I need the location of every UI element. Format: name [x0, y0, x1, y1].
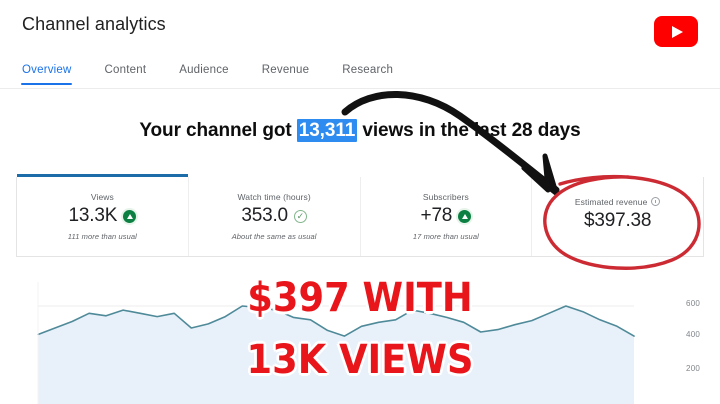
chart-line — [37, 305, 635, 337]
y-tick-600: 600 — [686, 299, 700, 308]
tab-research[interactable]: Research — [342, 64, 410, 85]
watch-time-label: Watch time (hours) — [237, 192, 311, 202]
clock-pending-icon — [651, 197, 661, 206]
metric-card-estimated-revenue[interactable]: Estimated revenue $397.38 — [532, 177, 703, 256]
estimated-revenue-label-text: Estimated revenue — [574, 196, 648, 207]
y-tick-200: 200 — [686, 364, 700, 373]
estimated-revenue-value-row: $397.38 — [584, 210, 651, 232]
arrow-up-icon — [458, 209, 472, 223]
check-circle-icon: ✓ — [293, 209, 307, 223]
tab-content-label: Content — [104, 64, 147, 76]
tab-revenue-label: Revenue — [261, 64, 310, 76]
analytics-tabs: Overview Content Audience Revenue Resear… — [21, 64, 426, 85]
headline: Your channel got 13,311 views in the las… — [0, 119, 720, 142]
annotation-arrow — [341, 91, 560, 194]
estimated-revenue-label: Estimated revenue — [575, 197, 661, 207]
page-title: Channel analytics — [22, 14, 166, 34]
play-triangle-icon — [672, 25, 683, 38]
chart-area-fill — [38, 306, 634, 404]
headline-prefix: Your channel got — [139, 120, 297, 141]
metric-card-views[interactable]: Views 13.3K 111 more than usual — [17, 174, 189, 256]
tab-content[interactable]: Content — [105, 64, 164, 85]
views-label: Views — [90, 192, 114, 202]
overlay-headline-line2: 13K VIEWS — [246, 337, 474, 383]
estimated-revenue-value: $397.38 — [583, 209, 652, 231]
overlay-headline-line1: $397 WITH — [247, 275, 474, 321]
watch-time-value-row: 353.0 ✓ — [241, 205, 307, 227]
subscribers-subtext: 17 more than usual — [412, 232, 479, 241]
watch-time-value: 353.0 — [241, 205, 288, 226]
tab-research-label: Research — [342, 64, 394, 76]
tabs-divider — [0, 88, 720, 89]
metric-card-watch-time[interactable]: Watch time (hours) 353.0 ✓ About the sam… — [188, 177, 361, 256]
headline-suffix: views in the last 28 days — [357, 120, 581, 141]
tab-revenue[interactable]: Revenue — [262, 64, 326, 85]
subscribers-label: Subscribers — [422, 192, 469, 202]
metric-cards: Views 13.3K 111 more than usual Watch ti… — [16, 174, 704, 257]
youtube-logo-icon — [654, 16, 698, 47]
metric-card-subscribers[interactable]: Subscribers +78 17 more than usual — [360, 177, 533, 256]
watch-time-subtext: About the same as usual — [231, 232, 317, 241]
views-chart[interactable]: 600 400 200 — [16, 274, 704, 404]
tab-overview[interactable]: Overview — [21, 64, 89, 85]
views-value-row: 13.3K — [69, 205, 137, 227]
subscribers-value-row: +78 — [421, 205, 472, 227]
tab-audience[interactable]: Audience — [179, 64, 246, 85]
tab-audience-label: Audience — [179, 64, 229, 76]
headline-views-highlight[interactable]: 13,311 — [296, 119, 358, 142]
tab-overview-label: Overview — [22, 64, 72, 76]
arrow-up-icon — [123, 209, 137, 223]
views-value: 13.3K — [68, 205, 118, 226]
views-subtext: 111 more than usual — [67, 232, 137, 241]
subscribers-value: +78 — [420, 205, 453, 226]
y-tick-400: 400 — [686, 330, 700, 339]
views-chart-svg — [37, 282, 635, 404]
